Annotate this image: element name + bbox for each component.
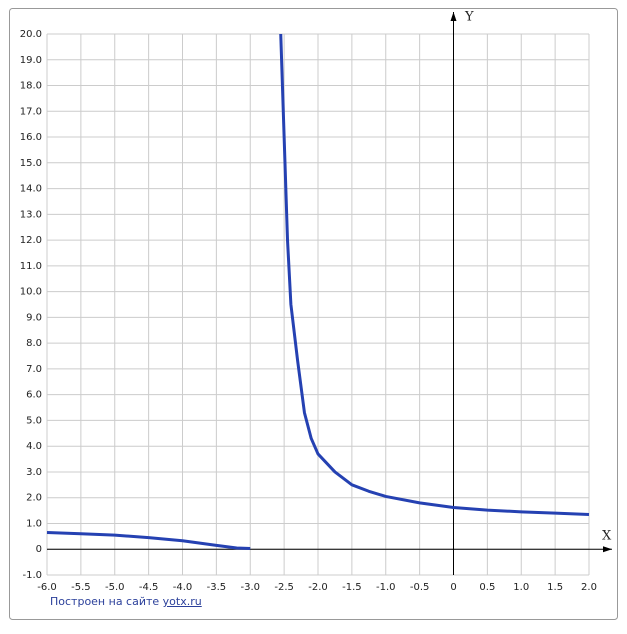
x-tick-label: 2.0 bbox=[581, 582, 597, 593]
frame bbox=[9, 8, 618, 620]
y-tick-label: 13.0 bbox=[20, 209, 42, 220]
x-tick-label: -6.0 bbox=[37, 582, 57, 593]
grid bbox=[46, 33, 590, 576]
x-tick-label: -3.0 bbox=[240, 582, 260, 593]
footer: Построен на сайте yotx.ru bbox=[50, 595, 202, 608]
y-tick-label: 14.0 bbox=[20, 184, 42, 195]
x-axis-label: X bbox=[602, 529, 612, 544]
y-axis-label: Y bbox=[464, 10, 474, 25]
y-tick-label: 19.0 bbox=[20, 55, 42, 66]
y-tick-label: -1.0 bbox=[22, 570, 42, 581]
y-tick-label: 5.0 bbox=[26, 415, 42, 426]
y-tick-label: 4.0 bbox=[26, 441, 42, 452]
x-tick-label: -1.5 bbox=[342, 582, 362, 593]
x-tick-label: -4.0 bbox=[173, 582, 193, 593]
x-tick-label: -5.0 bbox=[105, 582, 125, 593]
y-tick-label: 18.0 bbox=[20, 81, 42, 92]
footer-text: Построен на сайте bbox=[50, 595, 160, 608]
x-tick-label: 0.5 bbox=[479, 582, 495, 593]
y-tick-label: 16.0 bbox=[20, 132, 42, 143]
footer-link[interactable]: yotx.ru bbox=[162, 595, 202, 608]
x-tick-label: 1.0 bbox=[513, 582, 529, 593]
y-tick-label: 15.0 bbox=[20, 158, 42, 169]
x-tick-label: -1.0 bbox=[376, 582, 396, 593]
y-tick-label: 6.0 bbox=[26, 390, 42, 401]
y-tick-label: 2.0 bbox=[26, 493, 42, 504]
y-tick-label: 7.0 bbox=[26, 364, 42, 375]
y-tick-label: 10.0 bbox=[20, 287, 42, 298]
x-tick-label: -5.5 bbox=[71, 582, 91, 593]
y-tick-label: 0 bbox=[36, 544, 42, 555]
x-tick-label: -2.5 bbox=[274, 582, 294, 593]
y-tick-label: 1.0 bbox=[26, 518, 42, 529]
y-tick-label: 9.0 bbox=[26, 312, 42, 323]
y-axis-arrow bbox=[450, 12, 457, 21]
x-tick-label: -2.0 bbox=[308, 582, 328, 593]
axes bbox=[47, 12, 612, 575]
x-tick-label: -4.5 bbox=[139, 582, 159, 593]
x-tick-label: -0.5 bbox=[410, 582, 430, 593]
y-tick-label: 17.0 bbox=[20, 106, 42, 117]
x-tick-label: -3.5 bbox=[207, 582, 227, 593]
x-tick-label: 1.5 bbox=[547, 582, 563, 593]
x-tick-label: 0 bbox=[450, 582, 456, 593]
y-tick-label: 8.0 bbox=[26, 338, 42, 349]
y-tick-label: 12.0 bbox=[20, 235, 42, 246]
y-tick-label: 20.0 bbox=[20, 29, 42, 40]
y-tick-label: 11.0 bbox=[20, 261, 42, 272]
line-series bbox=[46, 33, 590, 550]
y-tick-label: 3.0 bbox=[26, 467, 42, 478]
x-axis-arrow bbox=[603, 546, 612, 553]
